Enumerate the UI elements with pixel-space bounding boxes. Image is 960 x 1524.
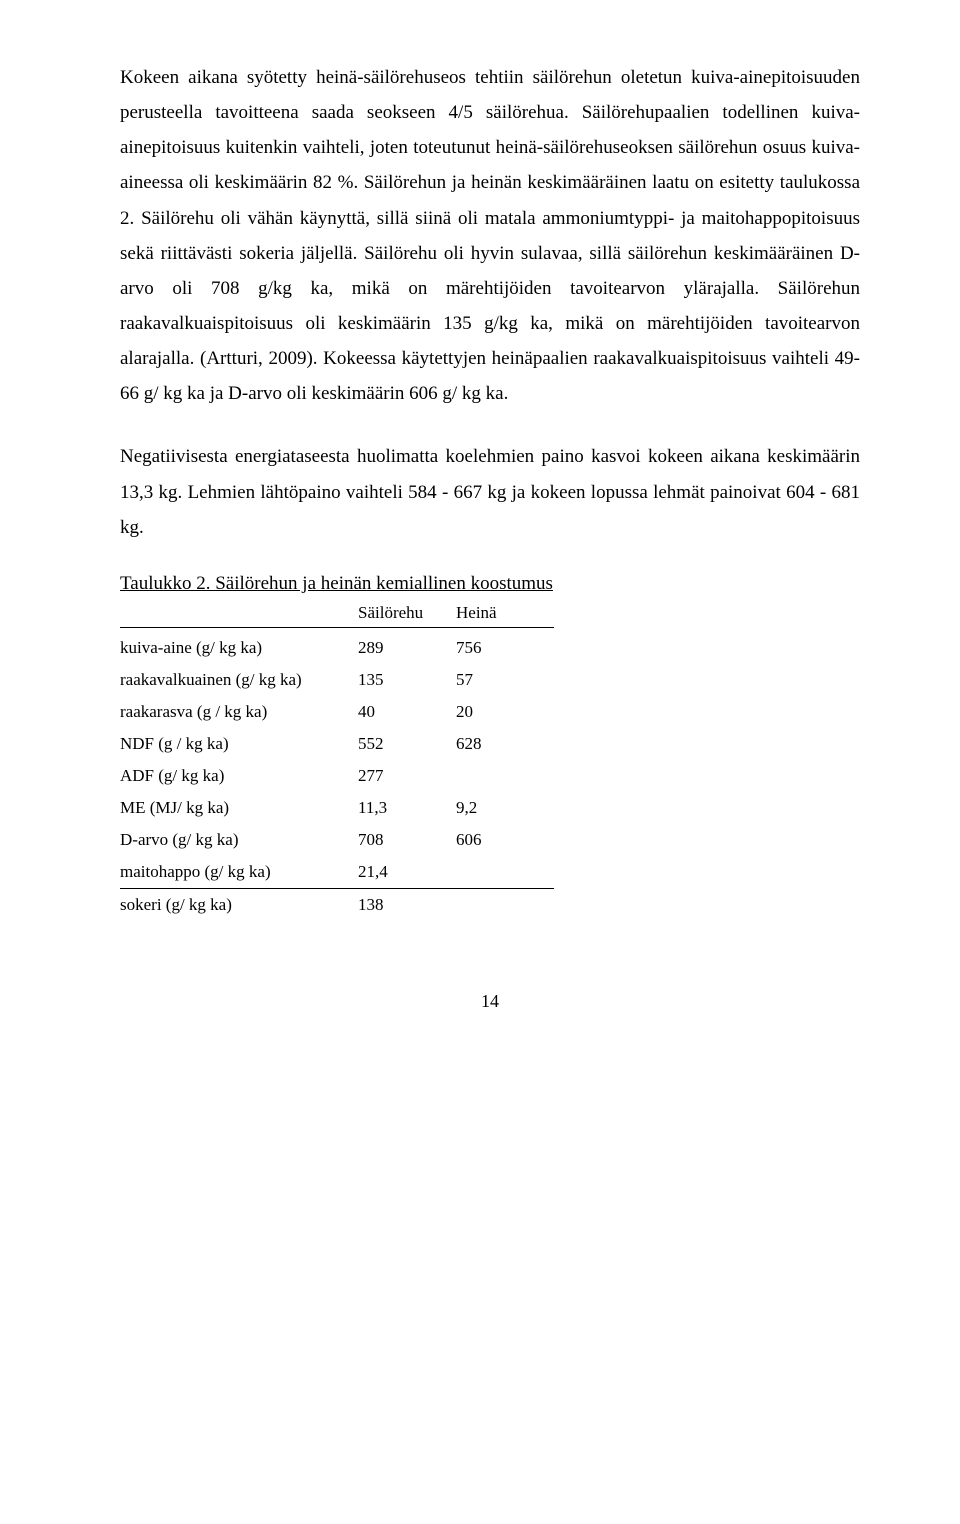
feed-composition-table: Säilörehu Heinä kuiva-aine (g/ kg ka) 28… <box>120 599 554 921</box>
row-label: maitohappo (g/ kg ka) <box>120 856 358 889</box>
row-hay <box>456 888 554 921</box>
row-silage: 277 <box>358 760 456 792</box>
table-header-silage: Säilörehu <box>358 599 456 628</box>
page-number: 14 <box>120 991 860 1012</box>
row-silage: 21,4 <box>358 856 456 889</box>
row-silage: 708 <box>358 824 456 856</box>
row-hay: 20 <box>456 696 554 728</box>
table-row: maitohappo (g/ kg ka) 21,4 <box>120 856 554 889</box>
table-row: kuiva-aine (g/ kg ka) 289 756 <box>120 627 554 664</box>
table-row: sokeri (g/ kg ka) 138 <box>120 888 554 921</box>
table-header-row: Säilörehu Heinä <box>120 599 554 628</box>
document-page: Kokeen aikana syötetty heinä-säilörehuse… <box>0 0 960 1052</box>
row-hay: 606 <box>456 824 554 856</box>
row-label: ADF (g/ kg ka) <box>120 760 358 792</box>
row-hay: 9,2 <box>456 792 554 824</box>
row-silage: 135 <box>358 664 456 696</box>
row-silage: 40 <box>358 696 456 728</box>
table-row: ME (MJ/ kg ka) 11,3 9,2 <box>120 792 554 824</box>
row-hay: 628 <box>456 728 554 760</box>
table-header-empty <box>120 599 358 628</box>
row-label: kuiva-aine (g/ kg ka) <box>120 627 358 664</box>
body-paragraph-2: Negatiivisesta energiataseesta huolimatt… <box>120 439 860 544</box>
row-hay: 57 <box>456 664 554 696</box>
row-silage: 289 <box>358 627 456 664</box>
row-label: ME (MJ/ kg ka) <box>120 792 358 824</box>
table-row: D-arvo (g/ kg ka) 708 606 <box>120 824 554 856</box>
row-label: raakavalkuainen (g/ kg ka) <box>120 664 358 696</box>
row-silage: 11,3 <box>358 792 456 824</box>
table-row: raakarasva (g / kg ka) 40 20 <box>120 696 554 728</box>
table-row: ADF (g/ kg ka) 277 <box>120 760 554 792</box>
row-label: sokeri (g/ kg ka) <box>120 888 358 921</box>
row-label: NDF (g / kg ka) <box>120 728 358 760</box>
row-label: raakarasva (g / kg ka) <box>120 696 358 728</box>
row-hay <box>456 856 554 889</box>
table-caption: Taulukko 2. Säilörehun ja heinän kemiall… <box>120 573 860 595</box>
row-label: D-arvo (g/ kg ka) <box>120 824 358 856</box>
table-row: raakavalkuainen (g/ kg ka) 135 57 <box>120 664 554 696</box>
table-header-hay: Heinä <box>456 599 554 628</box>
row-hay <box>456 760 554 792</box>
row-silage: 138 <box>358 888 456 921</box>
table-row: NDF (g / kg ka) 552 628 <box>120 728 554 760</box>
body-paragraph-1: Kokeen aikana syötetty heinä-säilörehuse… <box>120 60 860 411</box>
row-silage: 552 <box>358 728 456 760</box>
row-hay: 756 <box>456 627 554 664</box>
